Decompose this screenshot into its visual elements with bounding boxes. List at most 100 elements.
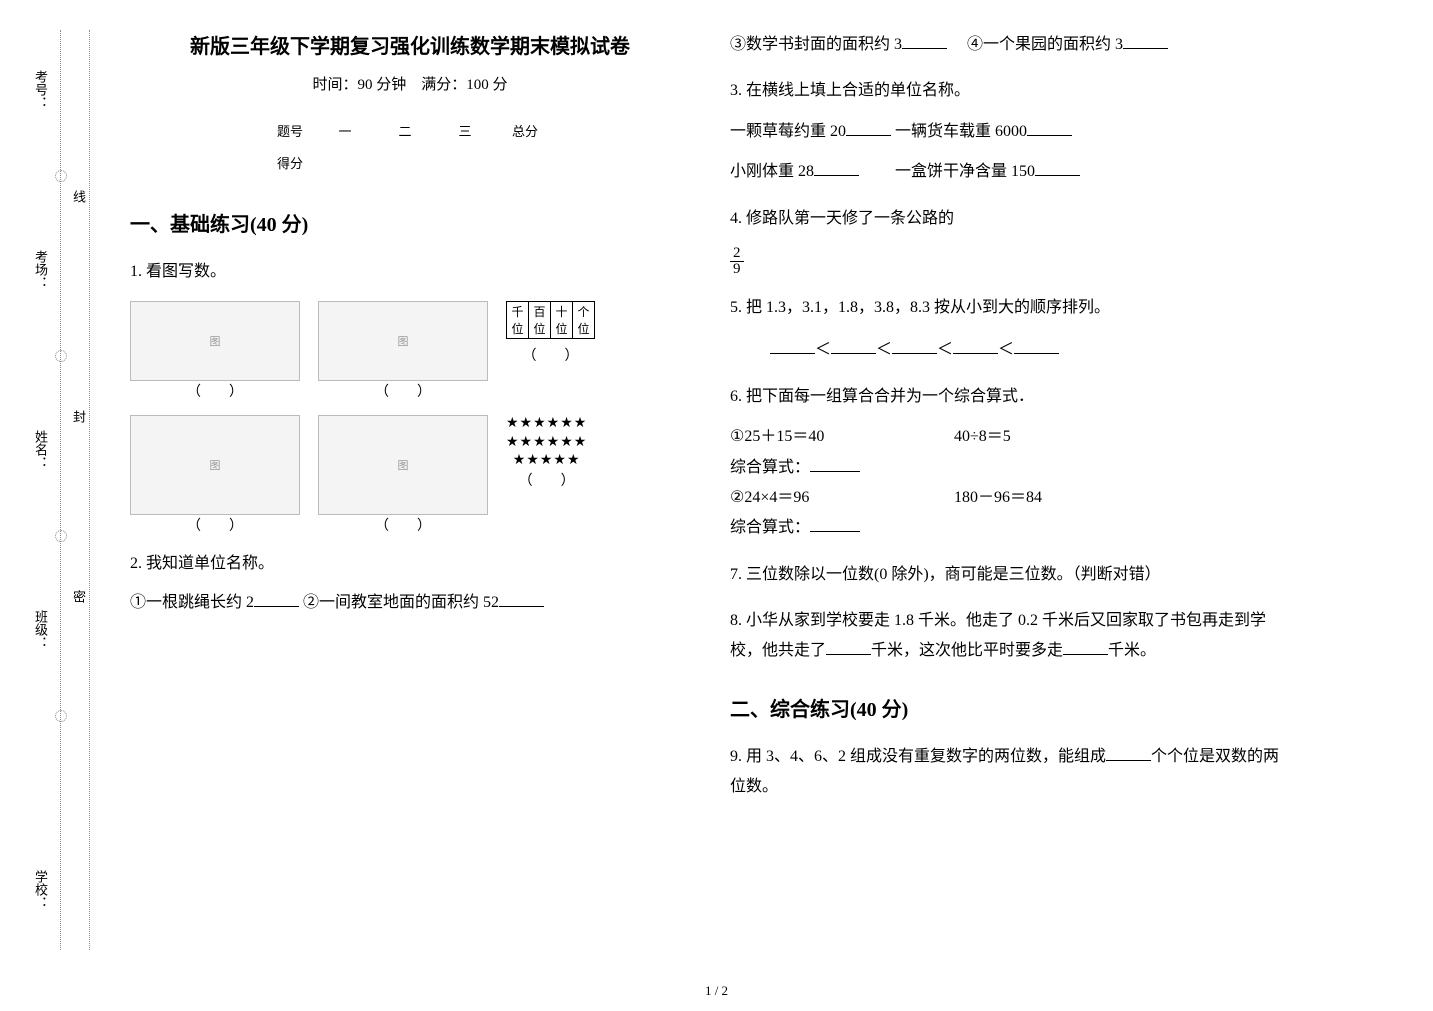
q3-line2: 小刚体重 28 一盒饼干净含量 150 bbox=[730, 157, 1290, 187]
score-cell[interactable] bbox=[375, 146, 435, 178]
page-number: 1 / 2 bbox=[705, 983, 728, 999]
blank[interactable] bbox=[826, 639, 871, 655]
score-h1: 一 bbox=[315, 114, 375, 146]
q8: 8. 小华从家到学校要走 1.8 千米。他走了 0.2 千米后又回家取了书包再走… bbox=[730, 606, 1290, 667]
q3-a: 一颗草莓约重 20 bbox=[730, 123, 846, 140]
score-cell[interactable] bbox=[435, 146, 495, 178]
binding-label-kaohao: 考号： bbox=[31, 70, 50, 109]
binding-circle bbox=[55, 350, 67, 362]
q5-blanks: ＜＜＜＜ bbox=[730, 335, 1290, 365]
q7: 7. 三位数除以一位数(0 除外)，商可能是三位数。（判断对错） bbox=[730, 560, 1290, 590]
score-h2: 二 bbox=[375, 114, 435, 146]
blank[interactable] bbox=[1014, 338, 1059, 354]
blank[interactable] bbox=[770, 338, 815, 354]
blank[interactable] bbox=[1063, 639, 1108, 655]
place-holder-image: 图 bbox=[130, 301, 300, 381]
blank[interactable] bbox=[810, 456, 860, 472]
blank[interactable] bbox=[499, 591, 544, 607]
score-cell[interactable] bbox=[315, 146, 375, 178]
q1-cap-1[interactable]: （ ） bbox=[130, 381, 300, 401]
q1-images-row-1: 图 （ ） 图 （ ） 千位 百位 十位 个位 （ ） bbox=[130, 301, 690, 401]
section-1-title: 一、基础练习(40 分) bbox=[130, 208, 690, 237]
q4-lead: 4. 修路队第一天修了一条公路的 bbox=[730, 210, 954, 227]
q5-lead: 5. 把 1.3，3.1，1.8，3.8，8.3 按从小到大的顺序排列。 bbox=[730, 293, 1290, 323]
binding-circle bbox=[55, 170, 67, 182]
binding-label-banji: 班级： bbox=[31, 610, 50, 649]
right-column: ③数学书封面的面积约 3 ④一个果园的面积约 3 3. 在横线上填上合适的单位名… bbox=[730, 30, 1290, 819]
score-value-row: 得分 bbox=[265, 146, 555, 178]
place-holder-image: 图 bbox=[318, 415, 488, 515]
q2-2a: ③数学书封面的面积约 3 bbox=[730, 36, 902, 53]
binding-strip: 考号： 线 考场： 封 姓名： 密 班级： 学校： bbox=[60, 30, 90, 950]
place-holder-image: 图 bbox=[130, 415, 300, 515]
exam-subtitle: 时间：90 分钟 满分：100 分 bbox=[130, 73, 690, 94]
exam-title: 新版三年级下学期复习强化训练数学期末模拟试卷 bbox=[130, 30, 690, 59]
stars-row: ★★★★★★ bbox=[506, 434, 587, 452]
q2-line2: ③数学书封面的面积约 3 ④一个果园的面积约 3 bbox=[730, 30, 1290, 60]
place-holder-image: 图 bbox=[318, 301, 488, 381]
score-cell[interactable] bbox=[495, 146, 555, 178]
page-content: 新版三年级下学期复习强化训练数学期末模拟试卷 时间：90 分钟 满分：100 分… bbox=[130, 30, 1410, 819]
blank[interactable] bbox=[1106, 745, 1151, 761]
blank[interactable] bbox=[846, 120, 891, 136]
blank[interactable] bbox=[953, 338, 998, 354]
q1-img-4: 图 （ ） bbox=[130, 415, 300, 535]
q6-lead: 6. 把下面每一组算合合并为一个综合算式． bbox=[730, 382, 1290, 412]
q3-c: 小刚体重 28 bbox=[730, 163, 814, 180]
score-h0: 题号 bbox=[265, 114, 315, 146]
score-header-row: 题号 一 二 三 总分 bbox=[265, 114, 555, 146]
q2-lead: 2. 我知道单位名称。 bbox=[130, 549, 690, 579]
section-2-title: 二、综合练习(40 分) bbox=[730, 693, 1290, 722]
place-cell: 十位 bbox=[551, 302, 573, 339]
place-cell: 千位 bbox=[507, 302, 529, 339]
q4-frac-line: 2 9 bbox=[730, 246, 1290, 277]
blank[interactable] bbox=[814, 160, 859, 176]
q1-cap-5[interactable]: （ ） bbox=[318, 515, 488, 535]
left-column: 新版三年级下学期复习强化训练数学期末模拟试卷 时间：90 分钟 满分：100 分… bbox=[130, 30, 690, 819]
q6-combined-1: 综合算式： bbox=[730, 459, 810, 476]
place-cell: 个位 bbox=[573, 302, 595, 339]
place-cell: 百位 bbox=[529, 302, 551, 339]
blank[interactable] bbox=[810, 516, 860, 532]
q2-1b: ②一间教室地面的面积约 52 bbox=[303, 594, 499, 611]
q1-text: 1. 看图写数。 bbox=[130, 257, 690, 287]
binding-vtext-3: 密 bbox=[69, 590, 88, 609]
q2-line1: ①一根跳绳长约 2 ②一间教室地面的面积约 52 bbox=[130, 588, 690, 618]
q8-p2: 千米，这次他比平时要多走 bbox=[871, 642, 1063, 659]
stars-row: ★★★★★ bbox=[506, 452, 587, 470]
q1-cap-6[interactable]: （ ） bbox=[506, 470, 587, 490]
binding-vtext-2: 封 bbox=[69, 410, 88, 429]
q6-combined-2: 综合算式： bbox=[730, 519, 810, 536]
blank[interactable] bbox=[902, 33, 947, 49]
q6-a1: ①25＋15＝40 bbox=[730, 422, 950, 452]
q1-cap-2[interactable]: （ ） bbox=[318, 381, 488, 401]
blank[interactable] bbox=[254, 591, 299, 607]
q2-1a: ①一根跳绳长约 2 bbox=[130, 594, 254, 611]
blank[interactable] bbox=[831, 338, 876, 354]
q8-p3: 千米。 bbox=[1108, 642, 1156, 659]
q4: 4. 修路队第一天修了一条公路的 bbox=[730, 204, 1290, 234]
binding-label-xuexiao: 学校： bbox=[31, 870, 50, 909]
stars-block: ★★★★★★ ★★★★★★ ★★★★★ bbox=[506, 415, 587, 470]
q3-b: 一辆货车载重 6000 bbox=[895, 123, 1027, 140]
blank[interactable] bbox=[1123, 33, 1168, 49]
frac-num: 2 bbox=[730, 246, 744, 262]
score-row2-label: 得分 bbox=[265, 146, 315, 178]
q1-img-2: 图 （ ） bbox=[318, 301, 488, 401]
q6-b2: 180－96＝84 bbox=[954, 489, 1042, 506]
q9: 9. 用 3、4、6、2 组成没有重复数字的两位数，能组成个个位是双数的两位数。 bbox=[730, 742, 1290, 803]
q1-cap-3[interactable]: （ ） bbox=[506, 345, 595, 365]
score-h3: 三 bbox=[435, 114, 495, 146]
blank[interactable] bbox=[892, 338, 937, 354]
q3-lead: 3. 在横线上填上合适的单位名称。 bbox=[730, 76, 1290, 106]
q6-block: ①25＋15＝40 40÷8＝5 综合算式： ②24×4＝96 180－96＝8… bbox=[730, 422, 1290, 544]
q6-b1: ②24×4＝96 bbox=[730, 483, 950, 513]
score-h4: 总分 bbox=[495, 114, 555, 146]
q3-d: 一盒饼干净含量 150 bbox=[895, 163, 1035, 180]
blank[interactable] bbox=[1027, 120, 1072, 136]
blank[interactable] bbox=[1035, 160, 1080, 176]
q2-2b: ④一个果园的面积约 3 bbox=[967, 36, 1123, 53]
fraction: 2 9 bbox=[730, 246, 744, 277]
q1-cap-4[interactable]: （ ） bbox=[130, 515, 300, 535]
score-table: 题号 一 二 三 总分 得分 bbox=[265, 114, 555, 178]
